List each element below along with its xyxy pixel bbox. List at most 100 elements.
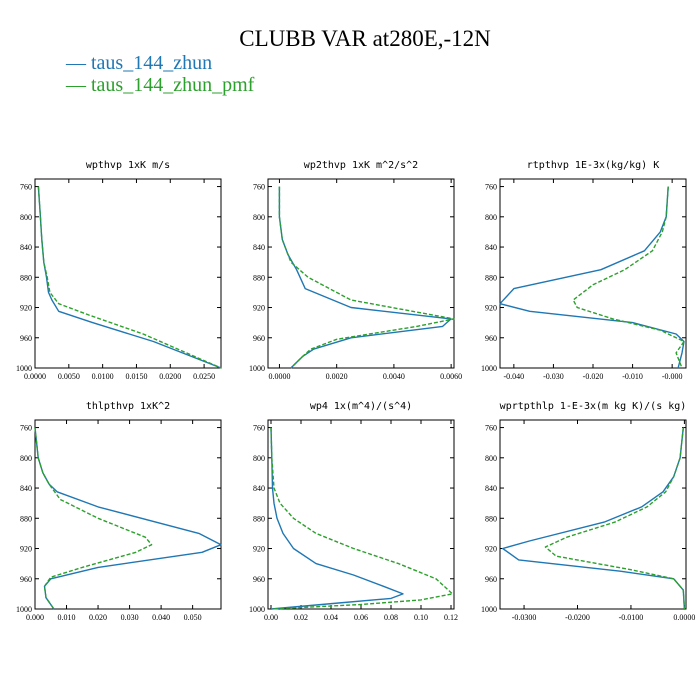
- plot4-ytick-label: 800: [20, 454, 32, 463]
- plot5-frame: [267, 419, 455, 610]
- plot1-xtick-label: 0.0100: [92, 372, 114, 381]
- legend-item-zhun: — taus_144_zhun: [66, 52, 212, 75]
- plot3-xtick-label: -0.010: [622, 372, 643, 381]
- plot1-xtick-label: 0.0150: [125, 372, 147, 381]
- plot5-ytick-label: 880: [253, 514, 265, 523]
- plot5-xtick-label: 0.00: [264, 613, 278, 622]
- plot3-series-zhun: [499, 186, 685, 369]
- plot4-ytick-label: 840: [20, 484, 32, 493]
- plot2-xtick-label: 0.0040: [383, 372, 405, 381]
- plot2-ytick-label: 920: [253, 304, 265, 313]
- figure-title: CLUBB VAR at280E,-12N: [239, 26, 491, 51]
- plot2-ytick-label: 800: [253, 213, 265, 222]
- plot2-series-zhun-pmf: [278, 186, 455, 369]
- plot2-xtick-label: 0.0000: [268, 372, 290, 381]
- plot5-ytick-label: 800: [253, 454, 265, 463]
- plot2-ytick-label: 1000: [249, 364, 265, 373]
- plot6-title: wprtpthlp 1-E-3x(m kg K)/(s kg): [500, 401, 687, 412]
- plot5-ytick-label: 920: [253, 545, 265, 554]
- plot4-xtick-label: 0.050: [184, 613, 202, 622]
- plot3-ytick-label: 840: [485, 243, 497, 252]
- plot5-series-zhun: [270, 427, 404, 610]
- plot1-series-zhun-pmf: [37, 186, 222, 369]
- plot5-xtick-label: 0.04: [324, 613, 338, 622]
- plot5-xtick-label: 0.06: [354, 613, 368, 622]
- plot4-ytick-label: 880: [20, 514, 32, 523]
- plot4-ytick-label: 920: [20, 545, 32, 554]
- plot3-ytick-label: 880: [485, 273, 497, 282]
- plot4-xtick-label: 0.030: [121, 613, 139, 622]
- plot1-xtick-label: 0.0050: [58, 372, 80, 381]
- plot2-xtick-label: 0.0020: [326, 372, 348, 381]
- plot2-ytick-label: 880: [253, 273, 265, 282]
- plot5-ytick-label: 960: [253, 575, 265, 584]
- plot4-frame: [34, 419, 222, 610]
- plot1-title: wpthvp 1xK m/s: [86, 160, 170, 171]
- plot2-ytick-label: 840: [253, 243, 265, 252]
- plot5-xtick-label: 0.10: [414, 613, 428, 622]
- legend-label-zhun: taus_144_zhun: [91, 52, 213, 74]
- plot1-ytick-label: 880: [20, 273, 32, 282]
- plot5-series-zhun-pmf: [270, 427, 454, 610]
- plot1-ytick-label: 800: [20, 213, 32, 222]
- plot6-ytick-label: 800: [485, 454, 497, 463]
- plot1-ytick-label: 1000: [16, 364, 32, 373]
- plot3-series-zhun-pmf: [572, 186, 685, 369]
- plot6-ytick-label: 960: [485, 575, 497, 584]
- plot4-xtick-label: 0.040: [152, 613, 170, 622]
- plot5-xtick-label: 0.08: [384, 613, 398, 622]
- plot5-ytick-label: 1000: [249, 605, 265, 614]
- plot3-title: rtpthvp 1E-3x(kg/kg) K: [527, 160, 659, 171]
- plot6-series-zhun: [502, 427, 686, 610]
- plot6-xtick-label: -0.0200: [565, 613, 590, 622]
- plot1-xtick-label: 0.0250: [193, 372, 215, 381]
- plot4-xtick-label: 0.000: [26, 613, 44, 622]
- plot1-xtick-label: 0.0200: [159, 372, 181, 381]
- legend-item-zhun-pmf: — taus_144_zhun_pmf: [66, 74, 254, 97]
- plot4-title: thlpthvp 1xK^2: [86, 401, 170, 412]
- plot5-ytick-label: 840: [253, 484, 265, 493]
- plot6-xtick-label: 0.0000: [673, 613, 695, 622]
- plot2-ytick-label: 760: [253, 183, 265, 192]
- plot6-ytick-label: 880: [485, 514, 497, 523]
- plot2-xtick-label: 0.0060: [440, 372, 462, 381]
- plot1-ytick-label: 920: [20, 304, 32, 313]
- plot1-series-zhun: [37, 186, 222, 369]
- plot1-ytick-label: 840: [20, 243, 32, 252]
- plot4-ytick-label: 960: [20, 575, 32, 584]
- plot3-xtick-label: -0.030: [543, 372, 564, 381]
- plot4-series-zhun-pmf: [34, 427, 153, 610]
- plot3-xtick-label: -0.040: [504, 372, 525, 381]
- plot3-frame: [499, 178, 687, 369]
- plot1-ytick-label: 760: [20, 183, 32, 192]
- legend-line-zhun: —: [66, 52, 91, 74]
- plot5-ytick-label: 760: [253, 424, 265, 433]
- plot6-xtick-label: -0.0100: [619, 613, 644, 622]
- plot4-ytick-label: 1000: [16, 605, 32, 614]
- plot3-ytick-label: 760: [485, 183, 497, 192]
- plot2-frame: [267, 178, 455, 369]
- plot6-series-zhun-pmf: [544, 427, 686, 610]
- plot6-ytick-label: 1000: [481, 605, 497, 614]
- plot4-xtick-label: 0.010: [58, 613, 76, 622]
- plot2-ytick-label: 960: [253, 334, 265, 343]
- plot2-title: wp2thvp 1xK m^2/s^2: [304, 160, 418, 171]
- plot3-ytick-label: 800: [485, 213, 497, 222]
- plot5-xtick-label: 0.02: [294, 613, 308, 622]
- plot6-ytick-label: 760: [485, 424, 497, 433]
- plot6-frame: [499, 419, 687, 610]
- plot3-ytick-label: 1000: [481, 364, 497, 373]
- plot6-xtick-label: -0.0300: [512, 613, 537, 622]
- plot5-title: wp4 1x(m^4)/(s^4): [310, 401, 412, 412]
- plot6-ytick-label: 920: [485, 545, 497, 554]
- legend-label-zhun-pmf: taus_144_zhun_pmf: [91, 74, 255, 96]
- plot3-ytick-label: 960: [485, 334, 497, 343]
- plot2-series-zhun: [278, 186, 452, 369]
- plot1-ytick-label: 960: [20, 334, 32, 343]
- plot3-xtick-label: -0.000: [662, 372, 683, 381]
- plot4-xtick-label: 0.020: [89, 613, 107, 622]
- plot6-ytick-label: 840: [485, 484, 497, 493]
- plot1-frame: [34, 178, 222, 369]
- legend-line-zhun-pmf: —: [66, 74, 91, 96]
